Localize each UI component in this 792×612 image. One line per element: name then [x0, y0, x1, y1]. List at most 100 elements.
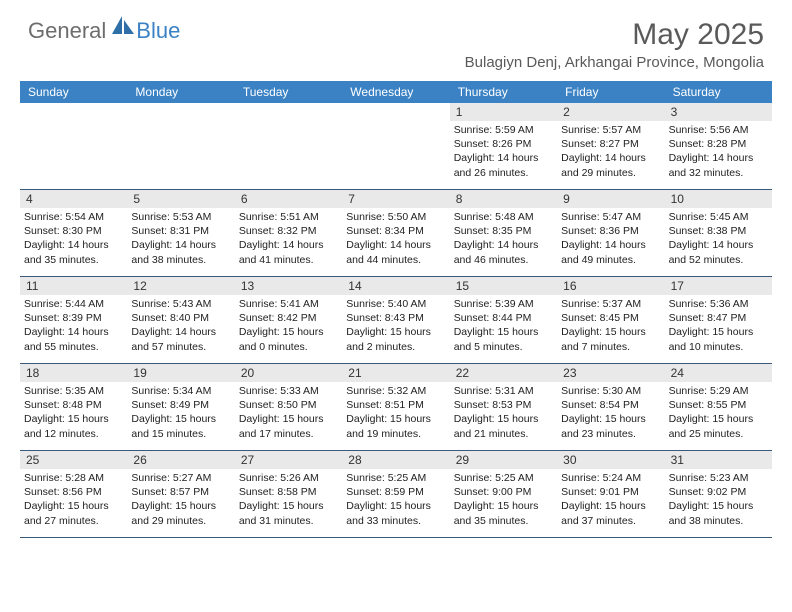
sunrise-line: Sunrise: 5:43 AM: [131, 297, 230, 311]
calendar-cell: 2 Sunrise: 5:57 AMSunset: 8:27 PMDaylight…: [557, 103, 664, 189]
date-number: 18: [20, 364, 127, 382]
date-number: 29: [450, 451, 557, 469]
date-number: 17: [665, 277, 772, 295]
daylight-line-1: Daylight: 14 hours: [669, 238, 768, 252]
daylight-line-2: and 38 minutes.: [669, 514, 768, 528]
sunset-line: Sunset: 8:27 PM: [561, 137, 660, 151]
sunset-line: Sunset: 8:40 PM: [131, 311, 230, 325]
calendar-cell: 14Sunrise: 5:40 AMSunset: 8:43 PMDayligh…: [342, 277, 449, 363]
daylight-line-1: Daylight: 15 hours: [454, 325, 553, 339]
date-number: 19: [127, 364, 234, 382]
calendar-cell: 25Sunrise: 5:28 AMSunset: 8:56 PMDayligh…: [20, 451, 127, 537]
date-number: 30: [557, 451, 664, 469]
logo-text-blue: Blue: [136, 18, 180, 44]
sunrise-line: Sunrise: 5:40 AM: [346, 297, 445, 311]
calendar-cell: [20, 103, 127, 189]
daylight-line-1: Daylight: 14 hours: [454, 238, 553, 252]
daylight-line-2: and 27 minutes.: [24, 514, 123, 528]
sunrise-line: Sunrise: 5:56 AM: [669, 123, 768, 137]
date-number: [20, 103, 127, 121]
date-number: 14: [342, 277, 449, 295]
date-number: 23: [557, 364, 664, 382]
sunrise-line: Sunrise: 5:39 AM: [454, 297, 553, 311]
header: General Blue May 2025 Bulagiyn Denj, Ark…: [0, 0, 792, 75]
date-number: 3: [665, 103, 772, 121]
sunset-line: Sunset: 8:38 PM: [669, 224, 768, 238]
calendar-cell: 13Sunrise: 5:41 AMSunset: 8:42 PMDayligh…: [235, 277, 342, 363]
calendar-cell: 31Sunrise: 5:23 AMSunset: 9:02 PMDayligh…: [665, 451, 772, 537]
week-row: 18Sunrise: 5:35 AMSunset: 8:48 PMDayligh…: [20, 364, 772, 451]
sunrise-line: Sunrise: 5:44 AM: [24, 297, 123, 311]
title-block: May 2025 Bulagiyn Denj, Arkhangai Provin…: [465, 18, 764, 71]
calendar-cell: 23Sunrise: 5:30 AMSunset: 8:54 PMDayligh…: [557, 364, 664, 450]
date-number: [127, 103, 234, 121]
logo-sail-icon: [112, 16, 134, 41]
week-row: 25Sunrise: 5:28 AMSunset: 8:56 PMDayligh…: [20, 451, 772, 538]
day-header: Wednesday: [342, 81, 449, 103]
location-subtitle: Bulagiyn Denj, Arkhangai Province, Mongo…: [465, 54, 764, 71]
sunrise-line: Sunrise: 5:47 AM: [561, 210, 660, 224]
calendar-cell: 8Sunrise: 5:48 AMSunset: 8:35 PMDaylight…: [450, 190, 557, 276]
sunrise-line: Sunrise: 5:45 AM: [669, 210, 768, 224]
daylight-line-1: Daylight: 15 hours: [454, 499, 553, 513]
date-number: 12: [127, 277, 234, 295]
sunset-line: Sunset: 9:00 PM: [454, 485, 553, 499]
date-number: [235, 103, 342, 121]
date-number: 1: [450, 103, 557, 121]
daylight-line-1: Daylight: 15 hours: [669, 499, 768, 513]
calendar: SundayMondayTuesdayWednesdayThursdayFrid…: [0, 75, 792, 538]
daylight-line-1: Daylight: 14 hours: [561, 151, 660, 165]
daylight-line-1: Daylight: 15 hours: [239, 325, 338, 339]
date-number: 21: [342, 364, 449, 382]
daylight-line-1: Daylight: 15 hours: [669, 325, 768, 339]
sunrise-line: Sunrise: 5:36 AM: [669, 297, 768, 311]
sunrise-line: Sunrise: 5:35 AM: [24, 384, 123, 398]
sunrise-line: Sunrise: 5:33 AM: [239, 384, 338, 398]
sunset-line: Sunset: 8:36 PM: [561, 224, 660, 238]
daylight-line-1: Daylight: 15 hours: [239, 412, 338, 426]
sunset-line: Sunset: 8:53 PM: [454, 398, 553, 412]
calendar-cell: 22Sunrise: 5:31 AMSunset: 8:53 PMDayligh…: [450, 364, 557, 450]
week-row: 11Sunrise: 5:44 AMSunset: 8:39 PMDayligh…: [20, 277, 772, 364]
calendar-cell: 9Sunrise: 5:47 AMSunset: 8:36 PMDaylight…: [557, 190, 664, 276]
sunrise-line: Sunrise: 5:53 AM: [131, 210, 230, 224]
sunset-line: Sunset: 8:54 PM: [561, 398, 660, 412]
sunset-line: Sunset: 8:51 PM: [346, 398, 445, 412]
date-number: 4: [20, 190, 127, 208]
sunset-line: Sunset: 8:50 PM: [239, 398, 338, 412]
daylight-line-2: and 44 minutes.: [346, 253, 445, 267]
page-title: May 2025: [465, 18, 764, 52]
daylight-line-2: and 7 minutes.: [561, 340, 660, 354]
sunset-line: Sunset: 8:39 PM: [24, 311, 123, 325]
day-header: Friday: [557, 81, 664, 103]
daylight-line-2: and 23 minutes.: [561, 427, 660, 441]
week-row: 1Sunrise: 5:59 AMSunset: 8:26 PMDaylight…: [20, 103, 772, 190]
sunrise-line: Sunrise: 5:28 AM: [24, 471, 123, 485]
daylight-line-2: and 29 minutes.: [561, 166, 660, 180]
calendar-cell: 19Sunrise: 5:34 AMSunset: 8:49 PMDayligh…: [127, 364, 234, 450]
date-number: 20: [235, 364, 342, 382]
daylight-line-1: Daylight: 15 hours: [131, 412, 230, 426]
daylight-line-1: Daylight: 14 hours: [24, 325, 123, 339]
sunrise-line: Sunrise: 5:24 AM: [561, 471, 660, 485]
logo: General Blue: [28, 18, 180, 44]
sunrise-line: Sunrise: 5:51 AM: [239, 210, 338, 224]
daylight-line-1: Daylight: 15 hours: [346, 499, 445, 513]
sunrise-line: Sunrise: 5:25 AM: [346, 471, 445, 485]
calendar-cell: 11Sunrise: 5:44 AMSunset: 8:39 PMDayligh…: [20, 277, 127, 363]
daylight-line-2: and 21 minutes.: [454, 427, 553, 441]
sunrise-line: Sunrise: 5:54 AM: [24, 210, 123, 224]
date-number: 31: [665, 451, 772, 469]
date-number: 22: [450, 364, 557, 382]
calendar-cell: 18Sunrise: 5:35 AMSunset: 8:48 PMDayligh…: [20, 364, 127, 450]
calendar-cell: [235, 103, 342, 189]
daylight-line-2: and 41 minutes.: [239, 253, 338, 267]
daylight-line-1: Daylight: 14 hours: [24, 238, 123, 252]
date-number: 2: [557, 103, 664, 121]
daylight-line-1: Daylight: 15 hours: [239, 499, 338, 513]
calendar-cell: [127, 103, 234, 189]
daylight-line-2: and 32 minutes.: [669, 166, 768, 180]
sunrise-line: Sunrise: 5:57 AM: [561, 123, 660, 137]
daylight-line-2: and 33 minutes.: [346, 514, 445, 528]
daylight-line-1: Daylight: 15 hours: [561, 412, 660, 426]
